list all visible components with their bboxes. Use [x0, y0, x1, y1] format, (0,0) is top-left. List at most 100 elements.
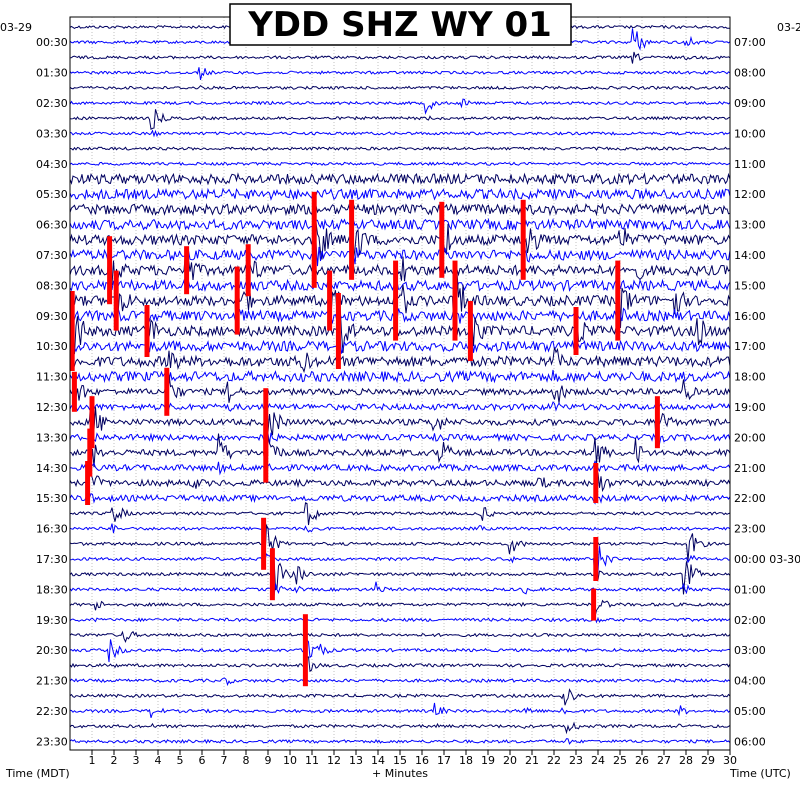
right-time-labels: 07:00 08:00 09:00 10:00 11:00 12:00 13:00 14:00…: [734, 36, 800, 748]
trace-line: [69, 677, 731, 687]
trace-line: [69, 656, 731, 677]
clipped-event: [452, 260, 458, 341]
left-time-label: 09:30: [36, 310, 68, 323]
x-tick-label: 3: [133, 754, 140, 767]
right-time-label: 13:00: [734, 219, 766, 232]
trace-line: [69, 523, 731, 534]
x-tick-label: 6: [199, 754, 206, 767]
clipped-event: [89, 396, 95, 449]
left-time-label: 05:30: [36, 188, 68, 201]
left-time-labels: 00:30 01:30 02:30 03:30 04:30 05:30 06:30 07:30…: [36, 36, 68, 748]
trace-line: [69, 430, 731, 447]
left-time-label: 22:30: [36, 705, 68, 718]
right-time-label: 08:00: [734, 67, 766, 80]
trace-line: [69, 546, 731, 581]
clipped-event: [327, 270, 333, 331]
clipped-event: [269, 548, 275, 601]
trace-line: [69, 396, 731, 454]
trace-line: [69, 67, 731, 81]
x-tick-label: 14: [371, 754, 385, 767]
seismic-traces: [69, 24, 731, 745]
left-time-label: 21:30: [36, 675, 68, 688]
trace-line: [69, 146, 731, 151]
clipped-event: [164, 367, 170, 416]
x-tick-label: 23: [569, 754, 583, 767]
x-tick-label: 30: [723, 754, 737, 767]
x-tick-label: 16: [415, 754, 429, 767]
clipped-event: [71, 371, 77, 412]
clipped-event: [113, 270, 119, 331]
trace-line: [69, 688, 731, 706]
x-tick-label: 17: [437, 754, 451, 767]
title-box: [229, 3, 572, 46]
x-axis-ticks: 1 2 3 4 5 6 7 8 9 10 11 12 13 14 15 16 17 18 19 20 21 22 23 24 2…: [89, 750, 737, 767]
right-time-label: 07:00: [734, 36, 766, 49]
trace-line: [69, 433, 731, 469]
right-date-label: 03-2: [777, 21, 800, 34]
clipped-event: [593, 463, 599, 503]
left-time-label: 06:30: [36, 219, 68, 232]
x-tick-label: 10: [283, 754, 297, 767]
trace-line: [69, 222, 731, 280]
left-time-label: 11:30: [36, 371, 68, 384]
left-time-label: 17:30: [36, 553, 68, 566]
right-time-label: 23:00: [734, 523, 766, 536]
clipped-event: [591, 588, 597, 621]
clipped-event: [593, 537, 599, 581]
right-time-label: 20:00: [734, 431, 766, 444]
x-tick-label: 19: [481, 754, 495, 767]
left-time-label: 03:30: [36, 127, 68, 140]
trace-line: [69, 347, 731, 374]
trace-line: [69, 172, 731, 186]
trace-line: [69, 129, 731, 138]
trace-line: [69, 217, 731, 232]
x-tick-label: 5: [177, 754, 184, 767]
trace-line: [69, 109, 731, 131]
x-tick-label: 26: [635, 754, 649, 767]
clipped-event: [311, 191, 317, 288]
clipped-event: [573, 307, 579, 355]
x-tick-label: 7: [221, 754, 228, 767]
trace-line: [69, 630, 731, 644]
trace-line: [69, 51, 731, 64]
clipped-event: [234, 266, 240, 335]
left-time-label: 07:30: [36, 249, 68, 262]
clipped-event: [245, 244, 251, 297]
right-time-label: 06:00: [734, 735, 766, 748]
trace-line: [69, 374, 731, 404]
trace-line: [69, 161, 731, 167]
trace-line: [69, 557, 731, 595]
left-time-label: 12:30: [36, 401, 68, 414]
right-time-label: 00:00 03-30: [734, 553, 800, 566]
clipped-event: [263, 388, 269, 457]
clipped-event: [654, 396, 660, 449]
clipped-event: [85, 461, 91, 505]
x-tick-label: 13: [349, 754, 363, 767]
left-date-label: 03-29: [0, 21, 32, 34]
trace-line: [69, 616, 731, 624]
trace-line: [69, 466, 731, 501]
right-time-label: 11:00: [734, 158, 766, 171]
left-axis-label: Time (MDT): [5, 767, 70, 780]
trace-line: [69, 599, 731, 617]
trace-line: [69, 738, 731, 745]
minute-grid: [91, 17, 709, 750]
clipped-event: [520, 199, 526, 280]
x-tick-label: 8: [243, 754, 250, 767]
x-tick-label: 22: [547, 754, 561, 767]
clipped-event: [615, 260, 621, 341]
clipped-event: [439, 201, 445, 278]
trace-line: [69, 638, 731, 672]
x-tick-label: 11: [305, 754, 319, 767]
clipped-event: [335, 293, 341, 369]
x-tick-label: 21: [525, 754, 539, 767]
right-time-label: 14:00: [734, 249, 766, 262]
clipped-event: [144, 305, 150, 357]
right-time-label: 18:00: [734, 371, 766, 384]
clipped-event: [87, 428, 93, 477]
x-tick-label: 12: [327, 754, 341, 767]
right-time-label: 03:00: [734, 644, 766, 657]
clipped-event: [107, 236, 113, 305]
trace-line: [69, 399, 731, 415]
